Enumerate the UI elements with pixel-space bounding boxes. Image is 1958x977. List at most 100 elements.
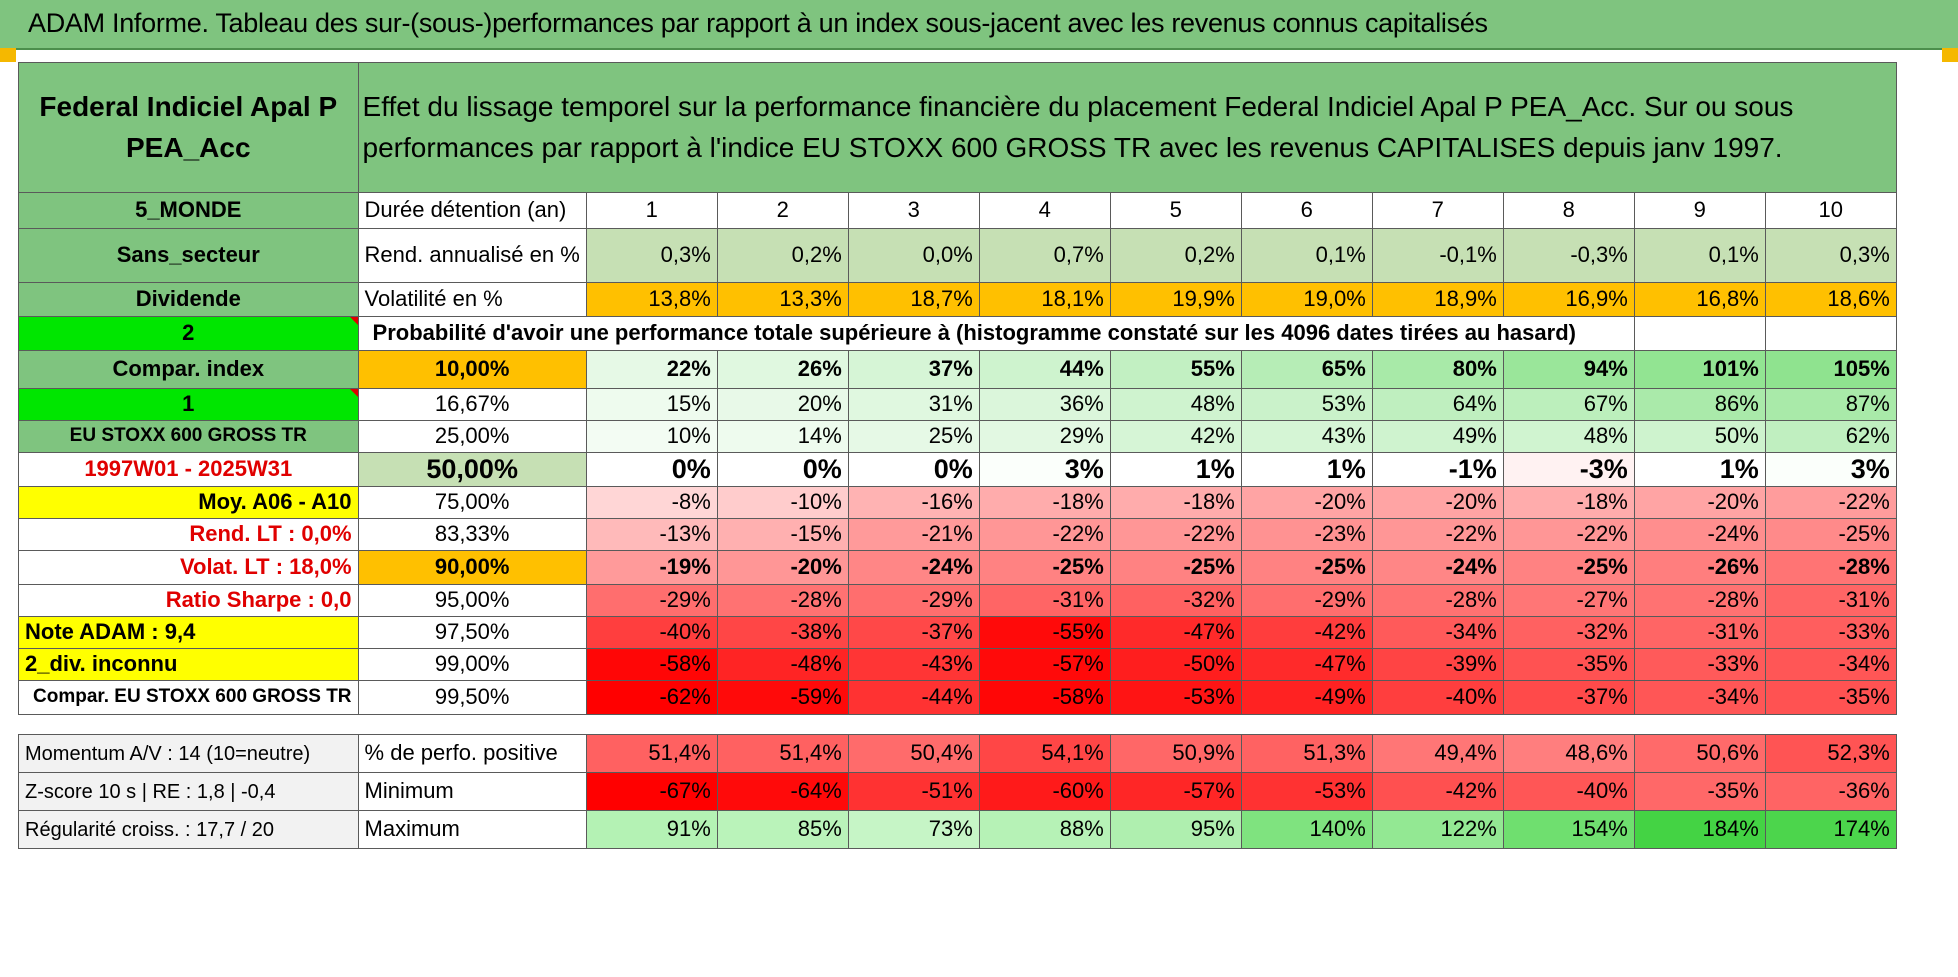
maximum-value: 88% bbox=[978, 810, 1111, 849]
percentile-value: -58% bbox=[978, 680, 1111, 715]
median-value: 1% bbox=[1109, 452, 1242, 487]
percentile-value: -22% bbox=[1764, 486, 1897, 519]
percentile-value: -19% bbox=[585, 550, 718, 585]
percentile-value: 29% bbox=[978, 420, 1111, 453]
positive-value: 54,1% bbox=[978, 734, 1111, 773]
note-adam-label: Note ADAM : 9,4 bbox=[18, 616, 359, 649]
minimum-value: -60% bbox=[978, 772, 1111, 811]
div-inconnu-label: 2_div. inconnu bbox=[18, 648, 359, 681]
percentile-value: -23% bbox=[1240, 518, 1373, 551]
percentile-value: -33% bbox=[1633, 648, 1766, 681]
percentile-row: Rend. LT : 0,0% 83,33% -13% -15% -21% -2… bbox=[18, 518, 1897, 551]
percentile-value: -55% bbox=[978, 616, 1111, 649]
percentile-row: 1 16,67% 15% 20% 31% 36% 48% 53% 64% 67%… bbox=[18, 388, 1897, 421]
median-percentile-label: 50,00% bbox=[357, 452, 587, 487]
performance-table: Federal Indiciel Apal P PEA_Acc Effet du… bbox=[18, 62, 1897, 849]
median-value: 0% bbox=[847, 452, 980, 487]
percentile-value: -22% bbox=[1109, 518, 1242, 551]
percentile-row: 2_div. inconnu 99,00% -58% -48% -43% -57… bbox=[18, 648, 1897, 681]
percentile-row: EU STOXX 600 GROSS TR 25,00% 10% 14% 25%… bbox=[18, 420, 1897, 453]
percentile-value: -32% bbox=[1502, 616, 1635, 649]
percentile-value: -25% bbox=[1109, 550, 1242, 585]
percentile-value: 31% bbox=[847, 388, 980, 421]
minimum-value: -35% bbox=[1633, 772, 1766, 811]
corner-marker-left bbox=[0, 48, 16, 62]
percentile-row: Volat. LT : 18,0% 90,00% -19% -20% -24% … bbox=[18, 550, 1897, 585]
percentile-value: -49% bbox=[1240, 680, 1373, 715]
percentile-value: 94% bbox=[1502, 350, 1635, 389]
corner-marker-right bbox=[1942, 48, 1958, 62]
compar-index-label: Compar. index bbox=[18, 350, 359, 389]
percentile-value: -47% bbox=[1240, 648, 1373, 681]
percentile-value: -27% bbox=[1502, 584, 1635, 617]
year-1: 1 bbox=[585, 192, 718, 229]
percentile-value: 26% bbox=[716, 350, 849, 389]
minimum-row: Z-score 10 s | RE : 1,8 | -0,4 Minimum -… bbox=[18, 772, 1897, 811]
percentile-row: Note ADAM : 9,4 97,50% -40% -38% -37% -5… bbox=[18, 616, 1897, 649]
percentile-value: -31% bbox=[1633, 616, 1766, 649]
percentile-value: -31% bbox=[1764, 584, 1897, 617]
percentile-value: -28% bbox=[1764, 550, 1897, 585]
maximum-value: 85% bbox=[716, 810, 849, 849]
percentile-value: -24% bbox=[1633, 518, 1766, 551]
percentile-label: 25,00% bbox=[357, 420, 587, 453]
percentile-value: 67% bbox=[1502, 388, 1635, 421]
percentile-value: 36% bbox=[978, 388, 1111, 421]
percentile-value: -37% bbox=[847, 616, 980, 649]
percentile-value: -62% bbox=[585, 680, 718, 715]
percentile-value: -40% bbox=[1371, 680, 1504, 715]
volatility-value: 18,6% bbox=[1764, 282, 1897, 317]
percentile-label: 90,00% bbox=[357, 550, 587, 585]
percentile-value: -24% bbox=[847, 550, 980, 585]
percentile-value: -28% bbox=[716, 584, 849, 617]
percentile-row: Compar. EU STOXX 600 GROSS TR 99,50% -62… bbox=[18, 680, 1897, 715]
percentile-value: -35% bbox=[1764, 680, 1897, 715]
volatility-value: 13,8% bbox=[585, 282, 718, 317]
compar-name-label: Compar. EU STOXX 600 GROSS TR bbox=[18, 680, 359, 715]
median-value: -1% bbox=[1371, 452, 1504, 487]
percentile-value: -47% bbox=[1109, 616, 1242, 649]
selector-1[interactable]: 1 bbox=[18, 388, 359, 421]
percentile-value: -21% bbox=[847, 518, 980, 551]
percentile-value: -24% bbox=[1371, 550, 1504, 585]
maximum-row: Régularité croiss. : 17,7 / 20 Maximum 9… bbox=[18, 810, 1897, 849]
percentile-value: 101% bbox=[1633, 350, 1766, 389]
percentile-value: -22% bbox=[1371, 518, 1504, 551]
percentile-label: 83,33% bbox=[357, 518, 587, 551]
percentile-value: 105% bbox=[1764, 350, 1897, 389]
minimum-value: -51% bbox=[847, 772, 980, 811]
return-value: 0,7% bbox=[978, 228, 1111, 283]
percentile-value: -31% bbox=[978, 584, 1111, 617]
return-value: -0,1% bbox=[1371, 228, 1504, 283]
year-3: 3 bbox=[847, 192, 980, 229]
median-value: 0% bbox=[716, 452, 849, 487]
percentile-value: -53% bbox=[1109, 680, 1242, 715]
zscore-label: Z-score 10 s | RE : 1,8 | -0,4 bbox=[18, 772, 359, 811]
regularity-label: Régularité croiss. : 17,7 / 20 bbox=[18, 810, 359, 849]
percentile-value: -42% bbox=[1240, 616, 1373, 649]
volatility-value: 13,3% bbox=[716, 282, 849, 317]
volatility-value: 19,0% bbox=[1240, 282, 1373, 317]
percentile-row: Ratio Sharpe : 0,0 95,00% -29% -28% -29%… bbox=[18, 584, 1897, 617]
maximum-value: 95% bbox=[1109, 810, 1242, 849]
volatility-value: 16,9% bbox=[1502, 282, 1635, 317]
percentile-label: 99,00% bbox=[357, 648, 587, 681]
spacer-blank bbox=[358, 715, 1896, 735]
return-value: 0,0% bbox=[847, 228, 980, 283]
percentile-value: 86% bbox=[1633, 388, 1766, 421]
percentile-value: -32% bbox=[1109, 584, 1242, 617]
positive-value: 51,3% bbox=[1240, 734, 1373, 773]
maximum-value: 140% bbox=[1240, 810, 1373, 849]
year-9: 9 bbox=[1633, 192, 1766, 229]
year-10: 10 bbox=[1764, 192, 1897, 229]
description-cell: Effet du lissage temporel sur la perform… bbox=[357, 62, 1897, 193]
rend-lt-label: Rend. LT : 0,0% bbox=[18, 518, 359, 551]
percentile-value: -25% bbox=[978, 550, 1111, 585]
positive-value: 51,4% bbox=[585, 734, 718, 773]
minimum-value: -67% bbox=[585, 772, 718, 811]
percentile-value: -20% bbox=[1240, 486, 1373, 519]
maximum-label: Maximum bbox=[357, 810, 587, 849]
percentile-value: -43% bbox=[847, 648, 980, 681]
report-title: ADAM Informe. Tableau des sur-(sous-)per… bbox=[28, 8, 1488, 38]
selector-2[interactable]: 2 bbox=[18, 316, 359, 351]
